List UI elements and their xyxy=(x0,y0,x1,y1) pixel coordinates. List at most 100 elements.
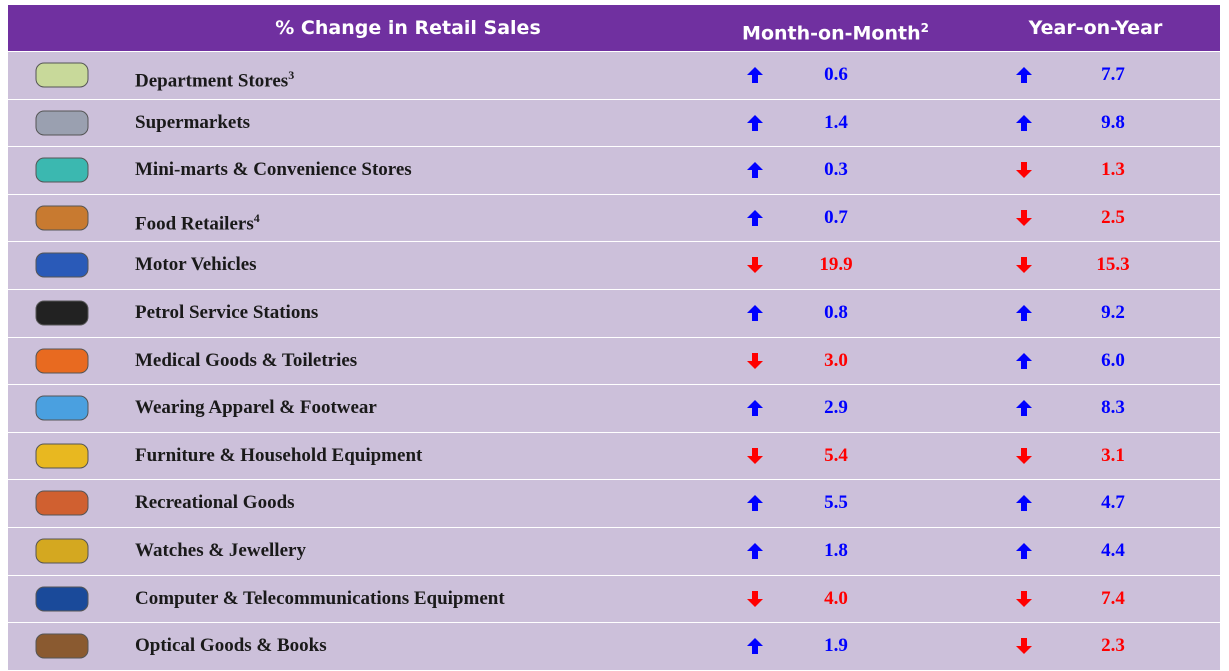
table-row: Food Retailers4 0.7 2.5 xyxy=(8,194,1220,242)
arrow-shape xyxy=(1016,257,1032,274)
value: 0.3 xyxy=(824,159,848,181)
category-icon xyxy=(35,110,89,136)
icon-shape xyxy=(35,538,89,564)
value: 7.4 xyxy=(1101,587,1125,609)
table-row: Wearing Apparel & Footwear 2.9 8.3 xyxy=(8,385,1220,432)
table-row: Medical Goods & Toiletries 3.0 6.0 xyxy=(8,337,1220,385)
arrow-shape xyxy=(1016,495,1032,512)
up-arrow xyxy=(1016,67,1032,83)
category-name: Medical Goods & Toiletries xyxy=(135,338,357,385)
category-name: Wearing Apparel & Footwear xyxy=(135,385,377,432)
category-name-text: Computer & Telecommunications Equipment xyxy=(135,587,505,609)
down-arrow xyxy=(747,590,763,607)
value: 2.9 xyxy=(824,397,848,419)
header-yoy: Year-on-Year xyxy=(1028,17,1163,39)
table-row: Computer & Telecommunications Equipment 4… xyxy=(8,575,1220,623)
table-row: Motor Vehicles 19.9 15.3 xyxy=(8,242,1220,289)
category-icon xyxy=(35,633,89,659)
value: 1.4 xyxy=(824,111,848,133)
icon-shape xyxy=(35,205,89,231)
table-row: Recreational Goods 5.5 4.7 xyxy=(8,480,1220,527)
value: 4.4 xyxy=(1101,539,1125,561)
icon-shape xyxy=(35,633,89,659)
arrow-shape xyxy=(747,67,763,83)
category-name-text: Watches & Jewellery xyxy=(135,539,306,561)
value: 9.8 xyxy=(1101,111,1125,133)
value: 5.5 xyxy=(824,492,848,514)
up-arrow xyxy=(747,304,763,321)
up-arrow xyxy=(1016,114,1032,131)
down-arrow xyxy=(1016,162,1032,179)
category-name: Food Retailers4 xyxy=(135,195,260,248)
up-arrow xyxy=(1016,542,1032,559)
arrow-shape xyxy=(1016,638,1032,655)
category-name: Petrol Service Stations xyxy=(135,290,318,337)
category-name: Department Stores3 xyxy=(135,52,294,105)
header-mom: Month-on-Month2 xyxy=(708,5,963,51)
arrow-shape xyxy=(747,590,763,607)
table-row: Department Stores3 0.6 7.7 xyxy=(8,52,1220,99)
category-icon xyxy=(35,157,89,183)
value: 8.3 xyxy=(1101,397,1125,419)
category-name-text: Supermarkets xyxy=(135,111,251,133)
category-name-text: Wearing Apparel & Footwear xyxy=(135,397,377,419)
value: 3.0 xyxy=(824,349,848,371)
category-name-text: Optical Goods & Books xyxy=(135,635,327,657)
icon-shape xyxy=(35,490,89,516)
category-name: Supermarkets xyxy=(135,100,250,147)
arrow-shape xyxy=(747,542,763,559)
icon-shape xyxy=(35,300,89,326)
icon-shape xyxy=(35,157,89,183)
arrow-shape xyxy=(1016,590,1032,607)
arrow-shape xyxy=(1016,114,1032,131)
value: 1.9 xyxy=(824,635,848,657)
category-name-text: Food Retailers xyxy=(135,213,254,235)
arrow-shape xyxy=(1016,209,1032,226)
arrow-shape xyxy=(747,495,763,512)
value: 5.4 xyxy=(824,444,848,466)
arrow-shape xyxy=(1016,447,1032,464)
arrow-shape xyxy=(1016,67,1032,83)
category-name: Optical Goods & Books xyxy=(135,623,327,670)
category-name: Motor Vehicles xyxy=(135,242,257,289)
value: 19.9 xyxy=(819,254,853,276)
footnote: 4 xyxy=(253,210,260,225)
up-arrow xyxy=(1016,495,1032,512)
category-name-text: Department Stores xyxy=(135,70,289,92)
arrow-shape xyxy=(747,209,763,226)
icon-shape xyxy=(35,110,89,136)
down-arrow xyxy=(1016,590,1032,607)
up-arrow xyxy=(747,542,763,559)
arrow-shape xyxy=(747,114,763,131)
arrow-shape xyxy=(1016,304,1032,321)
arrow-shape xyxy=(1016,352,1032,369)
down-arrow xyxy=(747,352,763,369)
icon-shape xyxy=(35,252,89,278)
value: 4.0 xyxy=(824,587,848,609)
up-arrow xyxy=(747,209,763,226)
header-row: % Change in Retail Sales Month-on-Month2… xyxy=(8,5,1220,51)
down-arrow xyxy=(747,447,763,464)
value: 2.3 xyxy=(1101,635,1125,657)
header-title: % Change in Retail Sales xyxy=(275,17,541,39)
table-row: Mini-marts & Convenience Stores 0.3 1.3 xyxy=(8,147,1220,194)
value: 4.7 xyxy=(1101,492,1125,514)
up-arrow xyxy=(747,400,763,417)
arrow-shape xyxy=(747,162,763,179)
category-icon xyxy=(35,586,89,612)
category-name-text: Mini-marts & Convenience Stores xyxy=(135,159,412,181)
down-arrow xyxy=(1016,447,1032,464)
arrow-shape xyxy=(747,304,763,321)
retail-table: % Change in Retail Sales Month-on-Month2… xyxy=(8,5,1220,670)
category-icon xyxy=(35,443,89,469)
value: 1.3 xyxy=(1101,159,1125,181)
up-arrow xyxy=(747,162,763,179)
category-name-text: Medical Goods & Toiletries xyxy=(135,349,358,371)
icon-shape xyxy=(35,586,89,612)
value: 3.1 xyxy=(1101,444,1125,466)
category-name: Furniture & Household Equipment xyxy=(135,433,422,480)
up-arrow xyxy=(747,114,763,131)
up-arrow xyxy=(747,67,763,83)
down-arrow xyxy=(1016,638,1032,655)
arrow-shape xyxy=(747,352,763,369)
